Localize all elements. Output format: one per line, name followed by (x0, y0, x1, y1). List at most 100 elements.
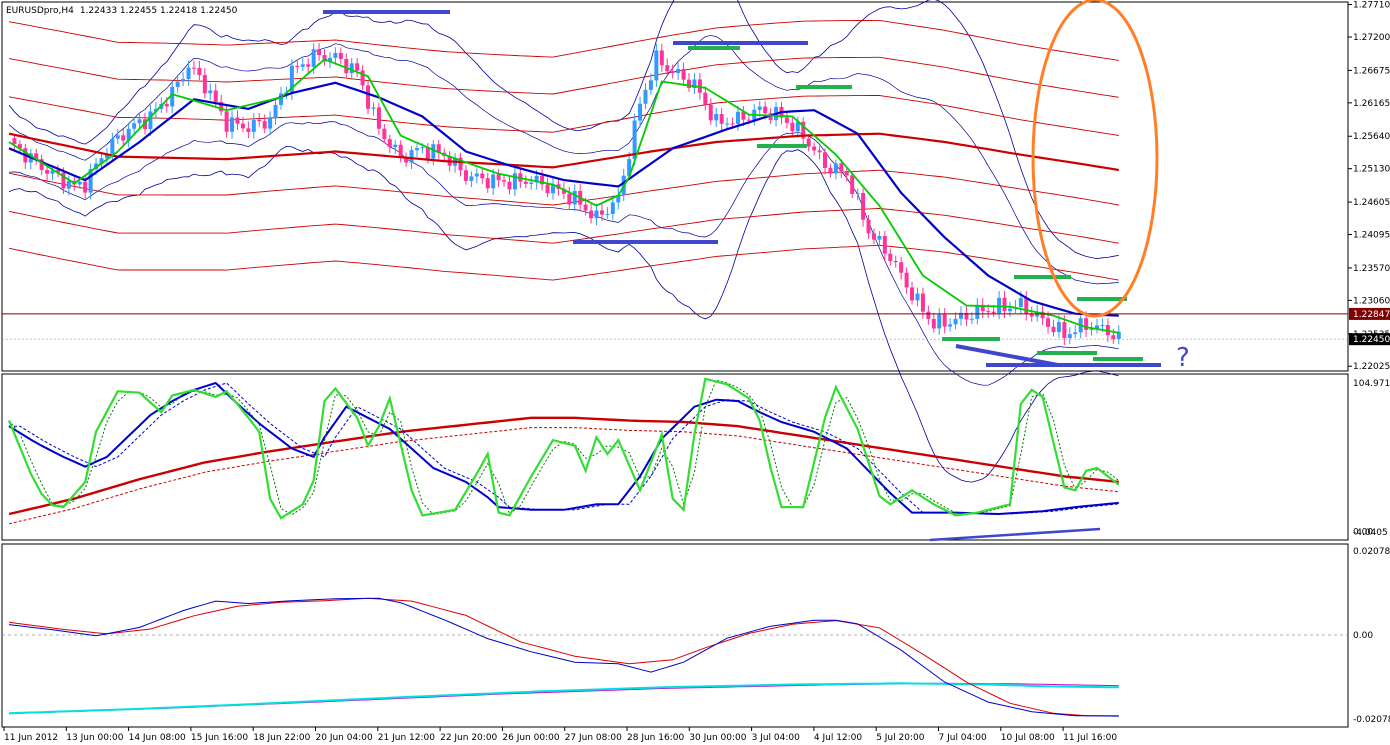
candle-body (839, 163, 844, 172)
candle-body (572, 191, 577, 205)
divergence-line (929, 527, 1101, 542)
candle-body (784, 117, 789, 123)
candle-body (725, 123, 730, 125)
candle-body (148, 111, 153, 130)
candle-body (730, 123, 735, 125)
candle-body (371, 107, 376, 109)
candle-body (1067, 334, 1072, 339)
candle-body (491, 174, 496, 189)
candle-body (610, 202, 615, 214)
candle-body (66, 180, 71, 189)
envelope-upper-line-3 (8, 19, 1119, 61)
bollinger-lower-line (8, 145, 1119, 483)
y-tick-label: 1.25640 (1353, 132, 1390, 142)
envelope-upper-line-2 (8, 56, 1119, 98)
macd-y-tick-label: 0.00 (1353, 631, 1373, 641)
macd-pane[interactable] (2, 597, 1348, 717)
candle-body (714, 113, 719, 121)
candle-body (964, 312, 969, 320)
candle-body (757, 106, 762, 110)
candle-body (708, 104, 713, 121)
candle-body (34, 153, 39, 160)
candle-body (202, 75, 207, 94)
x-tick-label: 14 Jun 08:00 (129, 733, 186, 743)
candle-body (850, 175, 855, 194)
candle-body (398, 144, 403, 157)
candle-body (431, 144, 436, 159)
candle-body (322, 55, 327, 62)
candle-body (975, 304, 980, 319)
x-tick-label: 18 Jun 22:00 (253, 733, 310, 743)
candle-body (551, 184, 555, 194)
candle-body (1046, 318, 1051, 327)
candle-body (567, 193, 572, 205)
candle-body (257, 119, 262, 122)
price-pane[interactable] (2, 0, 1348, 483)
candle-body (415, 148, 419, 151)
candle-body (224, 111, 229, 132)
candle-body (17, 144, 22, 149)
candle-body (899, 262, 904, 273)
candle-body (300, 64, 305, 67)
ma-mid-blue-line (8, 81, 1119, 317)
candle-body (366, 85, 371, 109)
candle-body (88, 169, 93, 193)
candle-body (50, 170, 55, 174)
pane-frame-1 (1, 1, 1349, 372)
y-tick-label: 1.26675 (1353, 66, 1390, 76)
candle-body (295, 65, 300, 67)
osc-green-line (7, 377, 1120, 520)
y-tick-label: 1.26165 (1353, 99, 1390, 109)
x-tick-label: 15 Jun 16:00 (191, 733, 248, 743)
candle-body (1002, 297, 1007, 312)
candle-body (121, 135, 126, 141)
candle-body (273, 104, 278, 119)
candle-body (806, 138, 811, 147)
pane-frames (1, 1, 1349, 728)
candle-body (181, 79, 186, 82)
candle-body (937, 314, 942, 329)
candle-body (376, 107, 381, 129)
x-tick-label: 3 Jul 04:00 (752, 733, 801, 743)
candle-body (1095, 325, 1099, 329)
candle-body (953, 318, 958, 325)
candle-body (828, 167, 833, 174)
osc-red-line (8, 416, 1119, 516)
candle-body (219, 101, 224, 112)
candle-body (387, 139, 392, 148)
candle-body (926, 311, 931, 319)
candle-body (1111, 335, 1116, 339)
envelope-lower-line-2 (8, 207, 1119, 244)
candle-body (594, 210, 599, 219)
candle-body (692, 79, 697, 89)
price-tag-box (1349, 307, 1390, 320)
candle-body (823, 152, 827, 168)
candle-body (1040, 311, 1045, 319)
candle-body (1084, 318, 1089, 330)
candle-body (458, 157, 463, 171)
osc-green-signal-line (8, 379, 1120, 516)
candle-body (697, 79, 702, 93)
candle-body (469, 176, 474, 181)
ma-slow-red-line (8, 132, 1119, 172)
candle-body (317, 49, 322, 56)
oscillator-pane[interactable] (7, 377, 1120, 525)
candle-body (1029, 313, 1034, 317)
candle-body (480, 173, 485, 179)
candle-body (77, 181, 82, 185)
x-tick-label: 21 Jun 12:00 (378, 733, 435, 743)
candle-body (920, 293, 925, 312)
candle-body (1089, 328, 1094, 330)
candle-body (474, 173, 479, 177)
candle-body (534, 175, 539, 183)
pane-frame-2 (1, 373, 1349, 541)
candle-body (904, 272, 909, 288)
candle-body (360, 70, 365, 86)
candle-body (507, 181, 512, 190)
candle-body (812, 146, 817, 151)
y-tick-label: 1.22025 (1353, 362, 1390, 372)
candle-body (1073, 332, 1078, 335)
candle-body (616, 195, 621, 203)
osc-red-signal-line (8, 427, 1119, 525)
